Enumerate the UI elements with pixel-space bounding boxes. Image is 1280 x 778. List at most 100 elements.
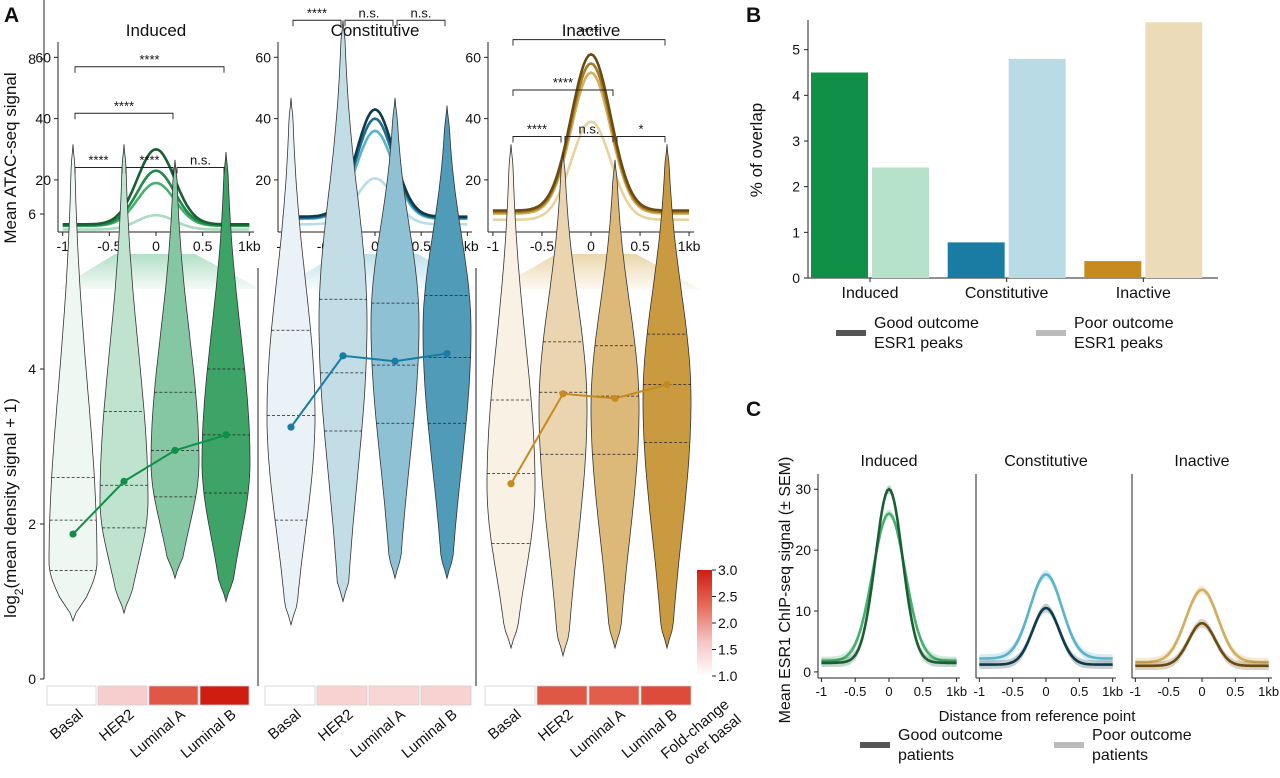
profile-panel-title: Inactive bbox=[562, 21, 621, 40]
legend-swatch bbox=[1054, 742, 1084, 748]
x-tick-label: 0 bbox=[885, 684, 892, 699]
y-tick-label: 8 bbox=[28, 51, 36, 67]
y-tick-label: 20 bbox=[795, 542, 811, 558]
mean-point bbox=[287, 423, 295, 431]
significance-label: **** bbox=[307, 5, 327, 20]
y-tick-label: 2 bbox=[792, 179, 800, 195]
y-tick-label: 40 bbox=[35, 111, 51, 127]
legend-label-line1: Poor outcome bbox=[1092, 727, 1192, 744]
bar-chart-legend: Good outcome ESR1 peaks Poor outcome ESR1 p… bbox=[836, 315, 1174, 352]
x-tick-label: 0.5 bbox=[193, 238, 213, 254]
significance-label: **** bbox=[139, 153, 159, 168]
mean-point bbox=[663, 380, 671, 389]
x-tick-label: -1 bbox=[1130, 684, 1142, 699]
x-tick-label: 0 bbox=[1198, 684, 1205, 699]
y-tick-label: 0 bbox=[803, 664, 811, 680]
violin-luminal-a bbox=[590, 159, 640, 650]
colorbar-tick-label: 3.0 bbox=[718, 562, 738, 578]
bar-constitutive-good bbox=[947, 242, 1005, 278]
significance-bracket bbox=[176, 167, 225, 174]
x-tick-label: 1kb bbox=[1258, 684, 1279, 699]
legend-label-line1: Good outcome bbox=[898, 727, 1003, 744]
significance-bracket bbox=[616, 136, 666, 143]
x-tick-label: 1kb bbox=[678, 238, 701, 254]
significance-bracket bbox=[512, 89, 614, 96]
x-tick-label: -1 bbox=[487, 238, 500, 254]
chip-panel-title: Inactive bbox=[1174, 453, 1229, 470]
sem-band bbox=[1135, 618, 1269, 671]
a-violin-ylabel: log2(mean density signal + 1) bbox=[1, 398, 26, 618]
significance-bracket bbox=[125, 167, 174, 174]
category-label: Luminal A bbox=[347, 706, 408, 761]
ylabel-subscript: 2 bbox=[12, 588, 26, 595]
violin-luminal-a bbox=[370, 97, 420, 580]
y-tick-label: 0 bbox=[792, 270, 800, 286]
x-tick-label: -0.5 bbox=[97, 238, 121, 254]
y-tick-label: 60 bbox=[35, 49, 51, 65]
panel-label-b: B bbox=[746, 4, 761, 27]
good-outcome-line bbox=[1135, 621, 1269, 668]
profile-line bbox=[492, 71, 690, 215]
b-ylabel: % of overlap bbox=[747, 103, 766, 198]
mean-point bbox=[222, 431, 230, 439]
violin-basal bbox=[486, 144, 536, 650]
violin-luminal-b bbox=[642, 144, 692, 650]
poor-outcome-line bbox=[979, 573, 1113, 660]
y-tick-label: 40 bbox=[255, 111, 271, 127]
y-tick-label: 20 bbox=[255, 172, 271, 188]
significance-label: n.s. bbox=[579, 122, 600, 137]
y-tick-label: 6 bbox=[28, 206, 36, 222]
x-tick-label: 0 bbox=[152, 238, 160, 254]
x-tick-label: 0 bbox=[1042, 684, 1049, 699]
x-tick-label: 0 bbox=[587, 238, 595, 254]
x-tick-label: 1kb bbox=[946, 684, 967, 699]
a-top-ylabel: Mean ATAC-seq signal bbox=[1, 72, 20, 243]
legend-label-line2: patients bbox=[898, 747, 954, 764]
sem-band bbox=[979, 570, 1113, 663]
poor-outcome-line bbox=[821, 512, 957, 663]
fold-change-tile bbox=[420, 685, 472, 706]
y-tick-label: 3 bbox=[792, 133, 800, 149]
significance-label: **** bbox=[114, 98, 134, 113]
x-tick-label: -0.5 bbox=[1157, 684, 1179, 699]
significance-label: **** bbox=[139, 52, 159, 67]
y-tick-label: 5 bbox=[792, 42, 800, 58]
mean-point bbox=[339, 352, 347, 360]
legend-label-line1: Poor outcome bbox=[1074, 315, 1174, 332]
bar-induced-poor bbox=[872, 167, 929, 278]
legend-swatch bbox=[836, 330, 866, 336]
sem-band bbox=[1135, 585, 1269, 667]
significance-label: **** bbox=[553, 75, 573, 90]
category-label: Basal bbox=[485, 706, 525, 743]
fold-change-tile bbox=[368, 685, 420, 706]
colorbar-rect bbox=[697, 570, 712, 676]
y-tick-label: 60 bbox=[255, 49, 271, 65]
mean-point bbox=[443, 349, 451, 358]
x-tick-label: Inactive bbox=[1116, 285, 1171, 302]
colorbar-tick-label: 1.0 bbox=[718, 668, 738, 684]
violin-basal bbox=[266, 97, 316, 627]
y-tick-label: 60 bbox=[465, 49, 481, 65]
significance-label: n.s. bbox=[411, 5, 432, 20]
y-tick-label: 4 bbox=[28, 361, 36, 377]
fold-change-tile bbox=[46, 685, 97, 706]
colorbar-tick-label: 2.5 bbox=[718, 589, 738, 605]
x-tick-label: 0.5 bbox=[1070, 684, 1088, 699]
violin-her2 bbox=[318, 20, 368, 604]
category-label: HER2 bbox=[535, 706, 577, 745]
category-label: Luminal B bbox=[399, 706, 461, 762]
fold-change-tile bbox=[97, 685, 148, 706]
chip-panel-title: Induced bbox=[861, 453, 918, 470]
mean-line bbox=[72, 433, 227, 535]
violin-her2 bbox=[99, 144, 149, 615]
significance-label: n.s. bbox=[359, 5, 380, 20]
chip-profile-plots: Induced 0 10 20 30 -1 -0.5 0 0.5 1kb Constitutive -… bbox=[795, 453, 1279, 699]
significance-bracket bbox=[74, 66, 225, 73]
y-tick-label: 20 bbox=[465, 172, 481, 188]
significance-label: **** bbox=[88, 153, 108, 168]
x-tick-label: -1 bbox=[816, 684, 828, 699]
y-tick-label: 10 bbox=[795, 603, 811, 619]
mean-point bbox=[171, 446, 179, 454]
